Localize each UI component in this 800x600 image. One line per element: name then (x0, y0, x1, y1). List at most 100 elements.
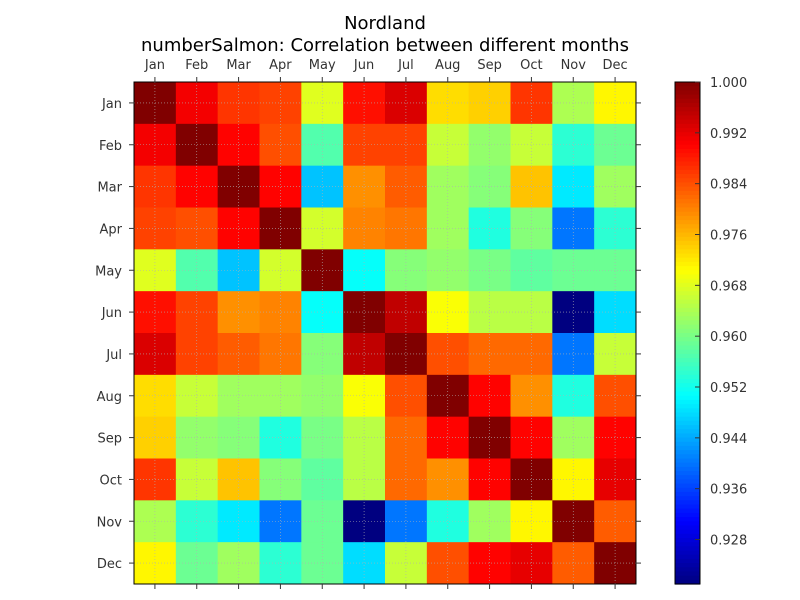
heatmap-cell-jun-jun (343, 291, 386, 334)
colorbar-tick-label: 0.952 (710, 381, 747, 396)
colorbar-segment (675, 190, 700, 196)
heatmap-cell-oct-oct (510, 458, 553, 501)
colorbar-segment (675, 128, 700, 133)
colorbar-segment (675, 508, 700, 514)
colorbar-segment (675, 211, 700, 217)
colorbar-segment (675, 157, 700, 163)
colorbar-segment (675, 286, 700, 292)
colorbar-segment (675, 316, 700, 322)
colorbar-segment (675, 475, 700, 481)
colorbar-segment (675, 266, 700, 271)
heatmap-cell-aug-sep (468, 374, 511, 418)
colorbar-segment (675, 207, 700, 213)
colorbar-segment (675, 320, 700, 326)
heatmap-cell-apr-jul (385, 207, 428, 250)
heatmap-cell-apr-dec (594, 207, 637, 250)
colorbar-segment (675, 374, 700, 380)
x-tick-label: Oct (520, 58, 542, 73)
colorbar-tick-label: 0.984 (710, 178, 747, 193)
heatmap-cell-may-may (301, 249, 344, 292)
heatmap-cell-jun-nov (552, 291, 595, 334)
colorbar-segment (675, 199, 700, 204)
colorbar-segment (675, 253, 700, 259)
x-tick-label: Dec (603, 58, 628, 73)
heatmap-cell-nov-sep (468, 500, 511, 543)
colorbar-segment (675, 525, 700, 531)
y-tick-label: Jul (105, 348, 122, 363)
colorbar-segment (675, 500, 700, 506)
heatmap-cell-nov-aug (426, 500, 470, 543)
colorbar-segment (675, 98, 700, 104)
heatmap-cell-may-jun (343, 249, 386, 292)
heatmap-cell-may-oct (510, 249, 553, 292)
colorbar-segment (675, 416, 700, 422)
colorbar-segment (675, 579, 700, 585)
colorbar-segment (675, 433, 700, 439)
colorbar-tick-label: 0.992 (710, 127, 747, 142)
colorbar-tick-label: 0.968 (710, 279, 747, 294)
chart-title: Nordland (344, 13, 426, 34)
colorbar-segment (675, 299, 700, 305)
heatmap-cell-nov-may (301, 500, 344, 543)
heatmap-cell-nov-apr (259, 500, 302, 543)
colorbar-segment (675, 362, 700, 368)
colorbar-segment (675, 387, 700, 393)
colorbar-segment (675, 404, 700, 409)
colorbar-segment (675, 303, 700, 309)
colorbar-segment (675, 341, 700, 347)
heatmap-cell-sep-may (301, 416, 344, 459)
colorbar-segment (675, 483, 700, 489)
heatmap-cell-oct-apr (259, 458, 302, 501)
colorbar-tick-label: 0.944 (710, 432, 747, 447)
y-tick-label: May (95, 264, 122, 279)
colorbar-segment (675, 358, 700, 363)
colorbar-segment (675, 353, 700, 359)
heatmap-cell-oct-nov (552, 458, 595, 501)
y-tick-label: Mar (97, 181, 122, 196)
colorbar-segment (675, 370, 700, 376)
heatmap-cell-dec-apr (259, 542, 302, 585)
y-tick-label: Dec (97, 557, 122, 572)
colorbar-segment (675, 554, 700, 560)
colorbar-segment (675, 236, 700, 242)
heatmap-cell-aug-dec (594, 374, 637, 418)
colorbar-segment (675, 542, 700, 547)
colorbar-segment (675, 383, 700, 388)
colorbar-segment (675, 529, 700, 535)
y-tick-label: Jun (101, 306, 122, 321)
x-tick-label: Jan (144, 58, 165, 73)
colorbar-segment (675, 90, 700, 96)
heatmap-cell-jul-oct (510, 333, 553, 376)
heatmap-cell-dec-sep (468, 542, 511, 585)
heatmap-cell-jun-sep (468, 291, 511, 334)
colorbar-segment (675, 132, 700, 137)
heatmap-cell-oct-jul (385, 458, 428, 501)
colorbar-segment (675, 161, 700, 167)
colorbar-tick-label: 0.976 (710, 229, 747, 244)
heatmap-cell-dec-nov (552, 542, 595, 585)
colorbar-segment (675, 496, 700, 501)
heatmap-cell-nov-oct (510, 500, 553, 543)
colorbar-segment (675, 575, 700, 581)
colorbar-segment (675, 349, 700, 355)
heatmap-cell-may-sep (468, 249, 511, 292)
colorbar-segment (675, 445, 700, 451)
heatmap-cell-may-dec (594, 249, 637, 292)
colorbar-segment (675, 324, 700, 330)
colorbar-segment (675, 144, 700, 150)
heatmap-cell-jul-aug (426, 333, 470, 376)
colorbar-segment (675, 140, 700, 146)
x-tick-label: Nov (561, 58, 587, 73)
colorbar-tick-label: 0.928 (710, 534, 747, 549)
colorbar-segment (675, 408, 700, 414)
colorbar-segment (675, 537, 700, 543)
axes: Jan Jan Feb Feb Mar Mar Apr Apr May May Jun Jun Jul J… (95, 58, 641, 589)
colorbar-segment (675, 261, 700, 267)
y-tick-label: Jan (101, 97, 122, 112)
heatmap-cell-oct-aug (426, 458, 470, 501)
colorbar-segment (675, 399, 700, 405)
x-tick-label: Feb (185, 58, 208, 73)
colorbar-segment (675, 82, 700, 87)
colorbar-segment (675, 86, 700, 91)
